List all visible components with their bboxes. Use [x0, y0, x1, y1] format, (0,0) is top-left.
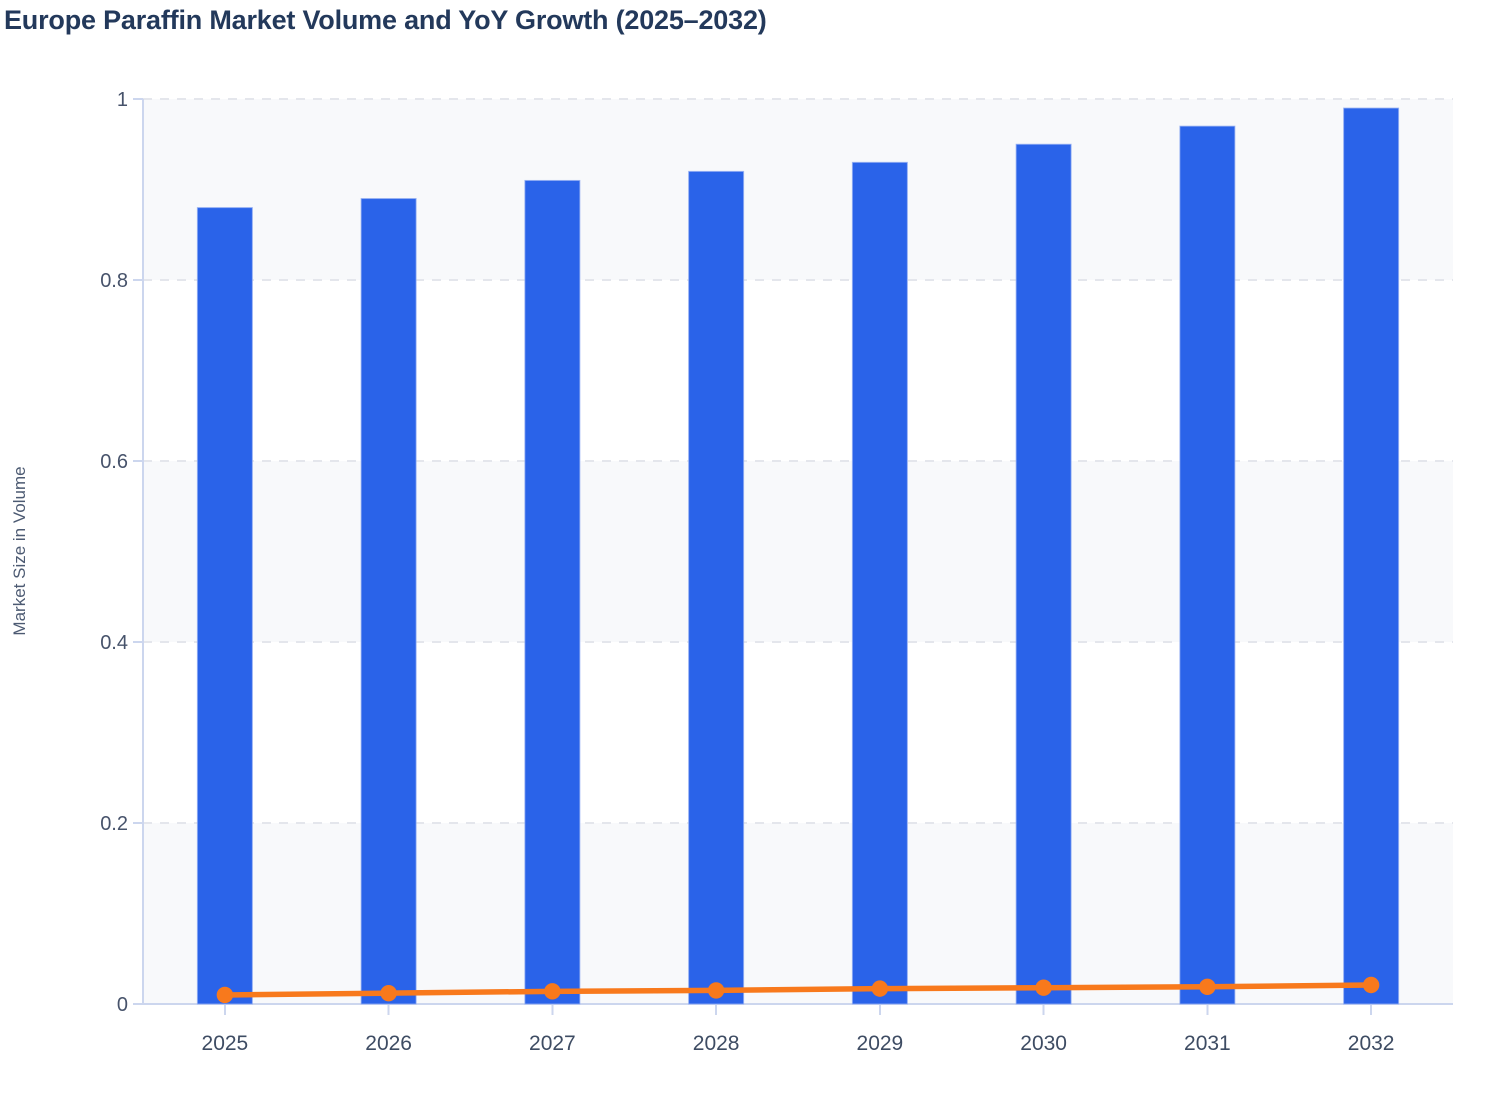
- x-tick-label: 2027: [529, 1032, 576, 1055]
- plot-band: [143, 99, 1453, 280]
- line-marker-2032[interactable]: [1362, 976, 1380, 994]
- bar-2027[interactable]: [524, 179, 581, 1005]
- y-tick-label: 0.2: [100, 813, 128, 835]
- x-tick-label: 2029: [857, 1032, 904, 1055]
- y-tick-label: 1: [117, 89, 128, 111]
- chart-title: Europe Paraffin Market Volume and YoY Gr…: [4, 5, 767, 35]
- x-tick-label: 2028: [693, 1032, 740, 1055]
- line-marker-2028[interactable]: [707, 982, 725, 999]
- x-tick-label: 2031: [1184, 1032, 1231, 1055]
- plot-band: [143, 823, 1453, 1004]
- yoy-growth-line: [222, 982, 1374, 998]
- line-marker-2030[interactable]: [1035, 979, 1052, 996]
- bar-2031[interactable]: [1179, 125, 1236, 1005]
- y-tick-label: 0: [117, 994, 128, 1016]
- bar-2025[interactable]: [196, 207, 253, 1005]
- plot-band: [143, 280, 1453, 461]
- bar-2029[interactable]: [851, 161, 908, 1005]
- y-tick-label: 0.6: [100, 451, 128, 473]
- y-tick-label: 0.4: [100, 632, 128, 654]
- bar-2032[interactable]: [1343, 107, 1400, 1005]
- x-tick-label: 2026: [365, 1032, 412, 1055]
- line-marker-2026[interactable]: [380, 984, 397, 1002]
- x-tick-label: 2025: [202, 1032, 249, 1055]
- line-marker-2025[interactable]: [216, 986, 234, 1004]
- plot-band: [143, 642, 1453, 823]
- y-tick-label: 0.8: [100, 270, 128, 292]
- plot-band: [143, 461, 1453, 642]
- x-tick-label: 2030: [1020, 1032, 1067, 1055]
- bar-2030[interactable]: [1015, 143, 1072, 1005]
- bar-2026[interactable]: [360, 198, 417, 1005]
- line-marker-2029[interactable]: [871, 980, 889, 997]
- bar-2028[interactable]: [688, 170, 745, 1005]
- x-tick-label: 2032: [1348, 1032, 1395, 1055]
- line-marker-2027[interactable]: [544, 983, 561, 1000]
- line-marker-2031[interactable]: [1199, 978, 1216, 996]
